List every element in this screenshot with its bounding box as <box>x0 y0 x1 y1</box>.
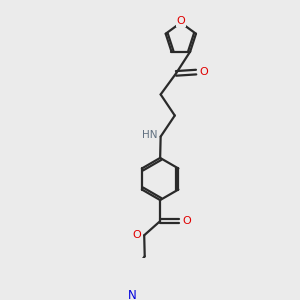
Text: HN: HN <box>142 130 158 140</box>
Text: O: O <box>182 216 191 226</box>
Text: O: O <box>199 67 208 77</box>
Text: O: O <box>176 16 185 26</box>
Text: O: O <box>133 230 141 240</box>
Text: N: N <box>128 290 137 300</box>
